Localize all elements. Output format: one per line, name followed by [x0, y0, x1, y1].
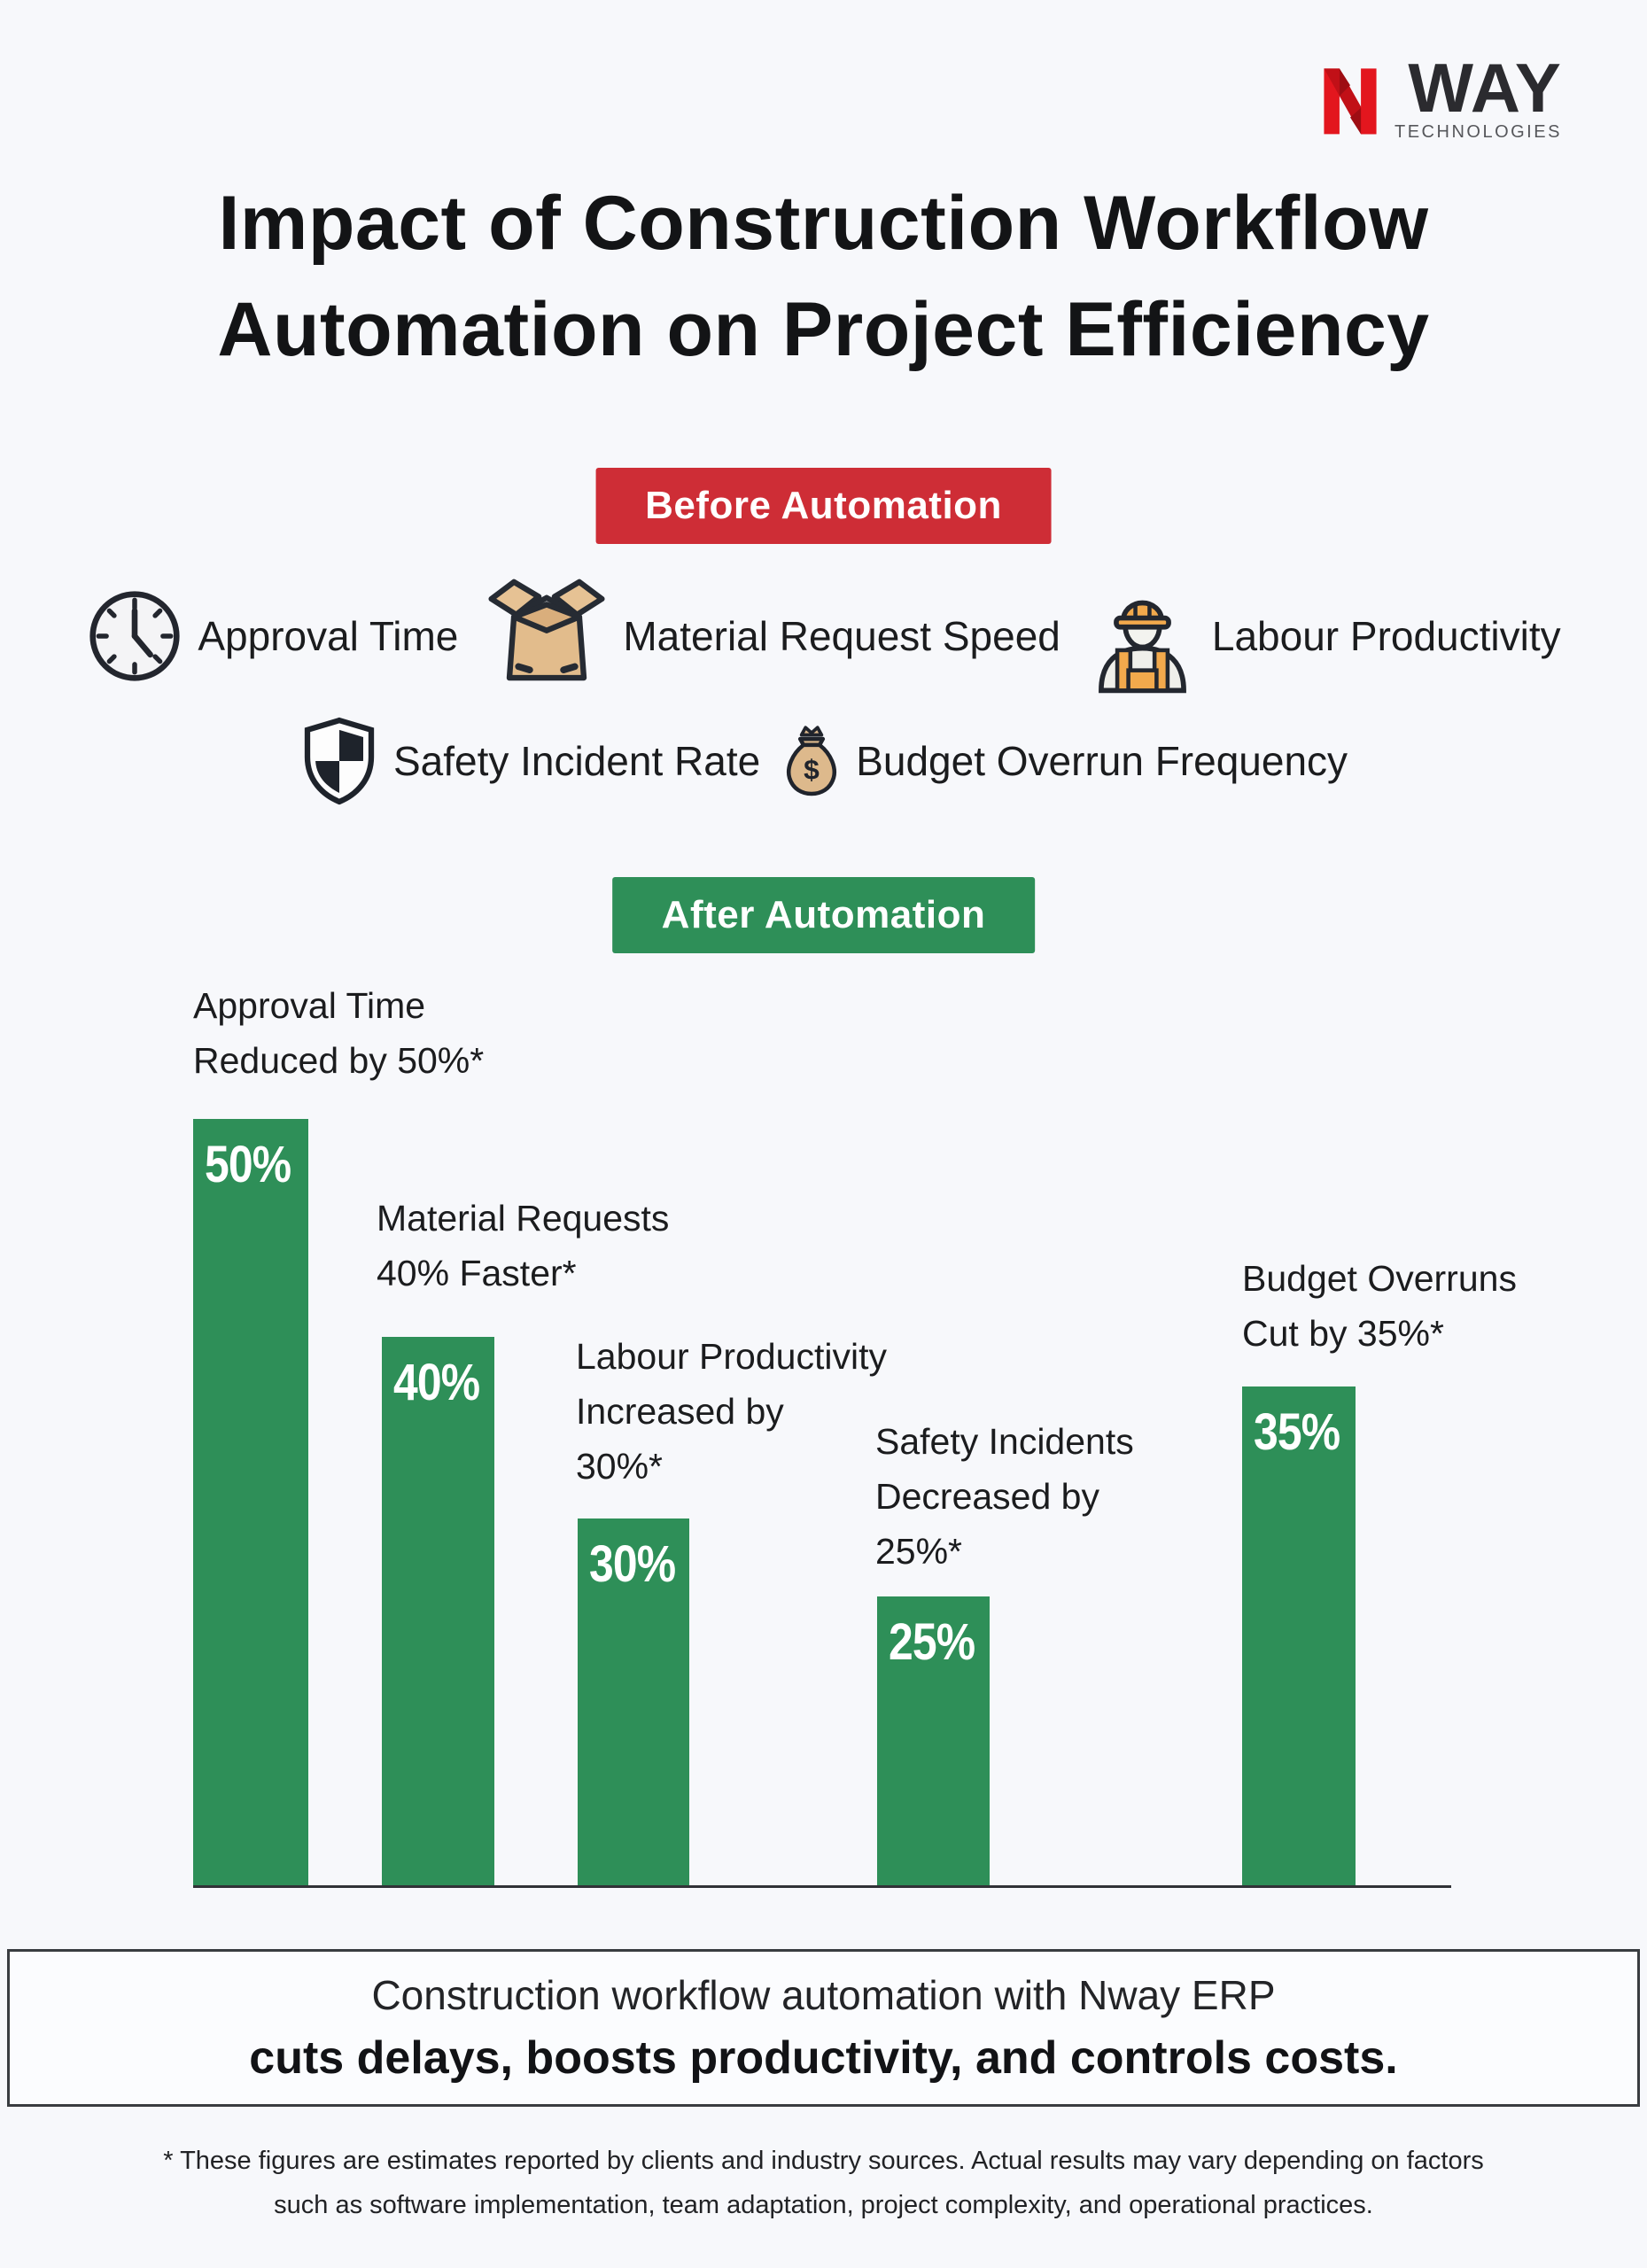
metric-label: Approval Time: [198, 613, 459, 659]
money-bag-icon: $: [787, 726, 837, 796]
bar-caption-safety-incidents: Safety Incidents Decreased by 25%*: [875, 1414, 1134, 1579]
caption-line: Labour Productivity: [576, 1336, 887, 1377]
metric-budget-overrun-frequency: $ Budget Overrun Frequency: [781, 715, 1348, 807]
clock-icon: [89, 591, 180, 681]
page-title: Impact of Construction Workflow Automati…: [0, 170, 1647, 383]
caption-line: Decreased by: [875, 1476, 1099, 1517]
after-automation-badge: After Automation: [611, 877, 1036, 953]
metric-approval-time: Approval Time: [86, 587, 458, 685]
footnote: * These figures are estimates reported b…: [0, 2139, 1647, 2227]
bar-value-label: 25%: [889, 1613, 975, 1671]
metric-label: Labour Productivity: [1211, 613, 1561, 659]
bar-safety-incidents: 25%: [877, 1596, 990, 1886]
bar-material-requests: 40%: [382, 1337, 494, 1886]
bar-value-label: 30%: [589, 1535, 676, 1593]
caption-line: Cut by 35%*: [1242, 1313, 1444, 1354]
summary-line2: cuts delays, boosts productivity, and co…: [249, 2032, 1398, 2084]
caption-line: Reduced by 50%*: [193, 1040, 485, 1081]
nway-logo: WAY TECHNOLOGIES: [1313, 49, 1562, 143]
caption-line: Approval Time: [193, 985, 426, 1026]
metric-label: Budget Overrun Frequency: [856, 738, 1348, 784]
shield-icon: [304, 717, 375, 805]
page-title-line1: Impact of Construction Workflow: [218, 181, 1429, 266]
summary-box: Construction workflow automation with Nw…: [7, 1949, 1640, 2107]
caption-line: 25%*: [875, 1531, 963, 1572]
bar-value-label: 35%: [1254, 1403, 1340, 1461]
bar-value-label: 50%: [205, 1136, 291, 1193]
bar-approval-time: 50%: [193, 1119, 308, 1886]
before-metrics-row-2: Safety Incident Rate $ Budget Overrun Fr…: [0, 707, 1647, 815]
summary-line1: Construction workflow automation with Nw…: [371, 1972, 1276, 2018]
open-box-icon: [488, 579, 605, 681]
bar-caption-material-requests: Material Requests 40% Faster*: [377, 1191, 669, 1301]
caption-line: 40% Faster*: [377, 1253, 577, 1293]
bar-budget-overruns: 35%: [1242, 1386, 1356, 1886]
metric-label: Material Request Speed: [623, 613, 1060, 659]
logo-wordmark: WAY TECHNOLOGIES: [1395, 49, 1562, 143]
footnote-line1: * These figures are estimates reported b…: [163, 2147, 1484, 2175]
svg-text:$: $: [804, 753, 820, 785]
metric-labour-productivity: Labour Productivity: [1087, 570, 1561, 703]
before-automation-badge: Before Automation: [595, 468, 1052, 544]
chart-baseline: [193, 1885, 1451, 1888]
bar-labour-productivity: 30%: [578, 1518, 689, 1886]
bar-caption-labour-productivity: Labour Productivity Increased by 30%*: [576, 1329, 887, 1494]
caption-line: Material Requests: [377, 1198, 670, 1239]
footnote-line2: such as software implementation, team ad…: [274, 2191, 1373, 2219]
bar-caption-budget-overruns: Budget Overruns Cut by 35%*: [1242, 1251, 1517, 1361]
metric-label: Safety Incident Rate: [392, 738, 761, 784]
bar-caption-approval-time: Approval Time Reduced by 50%*: [193, 978, 484, 1088]
caption-line: Safety Incidents: [875, 1421, 1134, 1462]
logo-way-text: WAY: [1408, 49, 1562, 127]
before-metrics-row-1: Approval Time Material Request Speed: [0, 563, 1647, 709]
logo-sub-text: TECHNOLOGIES: [1395, 122, 1562, 142]
bar-value-label: 40%: [393, 1354, 480, 1411]
construction-worker-icon: [1098, 600, 1186, 694]
caption-line: Budget Overruns: [1242, 1258, 1517, 1299]
nway-n-icon: [1324, 68, 1377, 135]
metric-safety-incident-rate: Safety Incident Rate: [299, 711, 760, 811]
caption-line: Increased by: [576, 1391, 784, 1432]
page-title-line2: Automation on Project Efficiency: [217, 287, 1430, 372]
caption-line: 30%*: [576, 1446, 664, 1487]
metric-material-request-speed: Material Request Speed: [485, 574, 1060, 698]
